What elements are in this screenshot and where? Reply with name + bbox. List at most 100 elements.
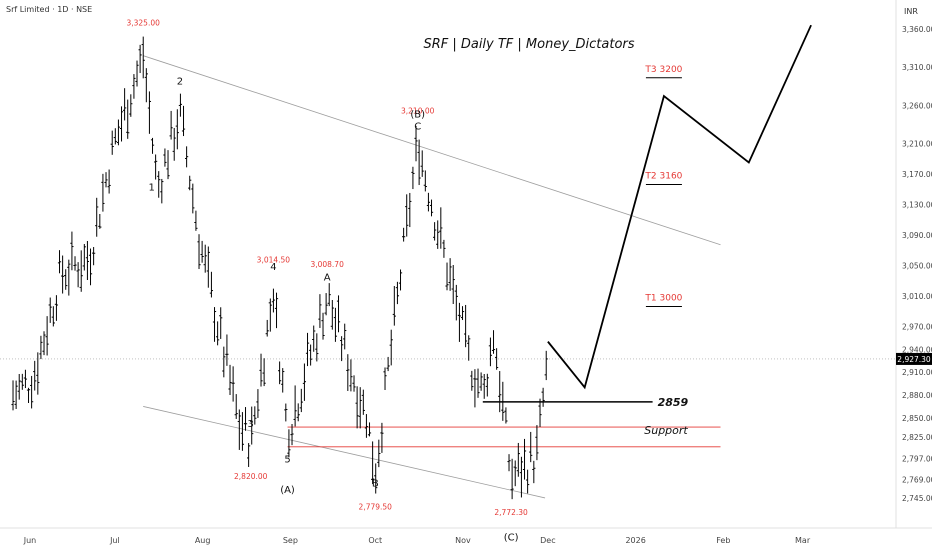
ohlc-bar <box>73 256 77 271</box>
ohlc-bar <box>194 210 198 231</box>
ohlc-bar <box>535 425 539 461</box>
ohlc-bar <box>278 361 282 385</box>
ohlc-bar <box>107 169 111 194</box>
ohlc-bar <box>42 331 46 356</box>
ohlc-bar <box>464 304 468 348</box>
ohlc-bar <box>259 353 263 387</box>
ohlc-bar <box>64 269 68 290</box>
ohlc-bar <box>284 403 288 422</box>
ohlc-bar <box>20 373 24 390</box>
ohlc-bar <box>293 385 297 427</box>
x-tick-label: Mar <box>795 536 811 545</box>
y-tick-label: 2,745.00 <box>902 494 932 503</box>
ohlc-bar <box>150 137 155 154</box>
ohlc-bar <box>355 386 359 429</box>
ohlc-bar <box>225 334 229 366</box>
ohlc-bar <box>129 94 133 117</box>
ohlc-bar <box>380 422 384 453</box>
ohlc-bar <box>82 243 86 271</box>
ohlc-bar <box>48 297 52 323</box>
ohlc-bar <box>429 199 434 217</box>
ohlc-bar <box>491 330 496 354</box>
ohlc-bar <box>88 248 93 286</box>
wave-label: A <box>324 273 331 284</box>
ohlc-bar <box>361 389 365 415</box>
ohlc-bar <box>181 105 186 137</box>
ohlc-bar <box>504 407 508 424</box>
ohlc-bar <box>305 332 310 367</box>
ohlc-bar <box>36 352 40 395</box>
ohlc-bar <box>57 250 62 274</box>
ohlc-bar <box>336 295 341 333</box>
price-label: 2,820.00 <box>234 472 268 481</box>
ohlc-bar <box>522 438 527 480</box>
last-price-badge: 2,927.30 <box>896 352 932 365</box>
ohlc-bar <box>191 183 195 214</box>
ohlc-bar <box>219 307 223 339</box>
ohlc-bar <box>17 374 21 400</box>
ohlc-bar <box>343 323 347 350</box>
ohlc-bar <box>33 360 37 391</box>
ohlc-bar <box>330 300 334 330</box>
ohlc-bar <box>256 389 260 418</box>
ohlc-bar <box>113 128 117 145</box>
symbol-header: Srf Limited · 1D · NSE <box>6 5 92 14</box>
ohlc-bar <box>274 292 279 329</box>
currency-label: INR <box>904 7 918 16</box>
ohlc-bar <box>216 321 220 346</box>
ohlc-bar <box>222 346 226 378</box>
price-label: 3,325.00 <box>126 19 160 28</box>
ohlc-bar <box>287 429 291 458</box>
ohlc-bar <box>240 412 245 451</box>
ohlc-bar <box>132 74 136 99</box>
last-price-badge-label: 2,927.30 <box>897 355 931 364</box>
ohlc-bar <box>451 264 455 304</box>
x-tick-label: Dec <box>540 536 555 545</box>
x-tick-label: Sep <box>283 536 298 545</box>
y-tick-label: 3,130.00 <box>902 200 932 209</box>
ohlc-bar <box>271 288 276 313</box>
ohlc-bar <box>157 171 161 198</box>
wave-label: (A) <box>280 485 295 496</box>
ohlc-bar <box>473 369 477 408</box>
ohlc-bar <box>358 387 362 429</box>
ohlc-bar <box>470 370 474 391</box>
ohlc-bar <box>119 106 124 142</box>
ohlc-bar <box>250 406 254 445</box>
y-tick-label: 2,880.00 <box>902 391 932 400</box>
ohlc-bar <box>45 316 49 356</box>
ohlc-bar <box>299 388 303 413</box>
y-tick-label: 3,360.00 <box>902 25 932 34</box>
ohlc-bar <box>212 307 217 342</box>
ohlc-bar <box>352 375 356 392</box>
ohlc-bar <box>175 109 179 150</box>
ohlc-bar <box>346 354 350 391</box>
ohlc-bar <box>178 93 183 117</box>
ohlc-bar <box>488 337 493 367</box>
x-tick-label: Oct <box>368 536 382 545</box>
y-tick-label: 2,797.00 <box>902 454 932 463</box>
ohlc-bar <box>324 293 328 316</box>
ohlc-bar <box>538 398 542 428</box>
ohlc-bar <box>312 325 316 352</box>
wave-label: 5 <box>284 454 290 465</box>
y-tick-label: 3,090.00 <box>902 231 932 240</box>
ohlc-bar <box>231 366 235 402</box>
ohlc-bar <box>321 312 325 340</box>
ohlc-bar <box>395 281 400 305</box>
ohlc-bar <box>482 373 486 399</box>
wave-label: 1 <box>149 183 155 194</box>
ohlc-bar <box>110 130 114 155</box>
y-tick-label: 3,050.00 <box>902 261 932 270</box>
ohlc-bar <box>172 127 176 161</box>
ohlc-bar <box>188 175 192 191</box>
ohlc-bar <box>30 375 34 409</box>
ohlc-bar <box>79 250 83 292</box>
last-price-badge-bg <box>896 352 932 365</box>
ohlc-bar <box>516 442 520 477</box>
wave-label: C <box>414 122 421 133</box>
price-label: 2,779.50 <box>359 503 393 512</box>
ohlc-bar <box>160 178 164 204</box>
